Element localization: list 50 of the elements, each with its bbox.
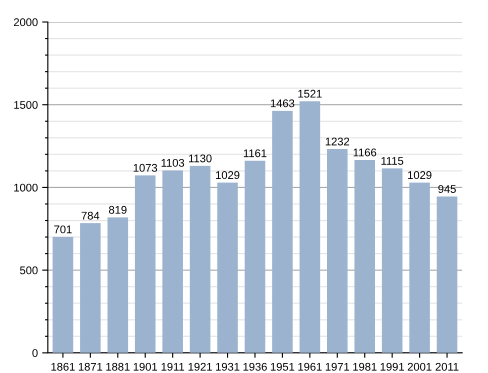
data-label: 819 (109, 206, 127, 214)
data-label: 1103 (162, 158, 184, 167)
bar (217, 182, 238, 353)
x-tick-label: 1951 (270, 362, 294, 371)
bar (80, 223, 101, 353)
x-tick-label: 1936 (243, 362, 267, 371)
x-tick-label: 1961 (298, 362, 322, 371)
bar (190, 166, 210, 353)
x-tick-label: 1861 (51, 362, 75, 371)
x-tick-label: 1911 (162, 362, 184, 371)
x-tick-label: 1971 (326, 362, 350, 371)
x-tick-label: 2001 (408, 362, 432, 371)
bar (409, 182, 430, 353)
x-tick-label: 1991 (380, 362, 404, 371)
y-tick-label: 1000 (14, 184, 38, 192)
bar (244, 160, 266, 353)
bar (327, 149, 348, 353)
bar (272, 110, 293, 353)
y-tick-label: 2000 (14, 18, 38, 26)
data-label: 1161 (244, 149, 266, 158)
data-label: 1073 (134, 164, 158, 172)
data-label: 1521 (298, 90, 322, 98)
x-tick-label: 1871 (78, 362, 102, 371)
x-tick-label: 2011 (436, 362, 458, 371)
bar (354, 160, 376, 353)
bar (52, 236, 74, 353)
x-tick-label: 1921 (188, 362, 212, 371)
data-label: 1232 (326, 138, 350, 146)
x-tick-label: 1981 (353, 362, 377, 371)
data-label: 701 (54, 225, 72, 234)
bar (300, 101, 320, 353)
x-tick-label: 1881 (106, 362, 130, 371)
bar (108, 217, 128, 353)
data-label: 1029 (408, 171, 432, 180)
bar (162, 170, 183, 353)
data-label: 1166 (354, 148, 376, 156)
bar (436, 196, 458, 353)
data-label: 784 (82, 212, 100, 220)
data-label: 1130 (189, 154, 212, 162)
data-label: 1115 (381, 157, 404, 165)
y-tick-label: 1500 (14, 100, 38, 109)
data-label: 1463 (270, 99, 294, 108)
y-tick-label: 0 (32, 349, 38, 357)
data-label: 945 (438, 185, 456, 193)
x-tick-label: 1901 (134, 362, 158, 371)
data-label: 1029 (216, 171, 240, 180)
y-tick-label: 500 (20, 266, 38, 274)
bar (382, 168, 402, 353)
x-tick-label: 1931 (216, 362, 240, 371)
bar (134, 175, 156, 353)
